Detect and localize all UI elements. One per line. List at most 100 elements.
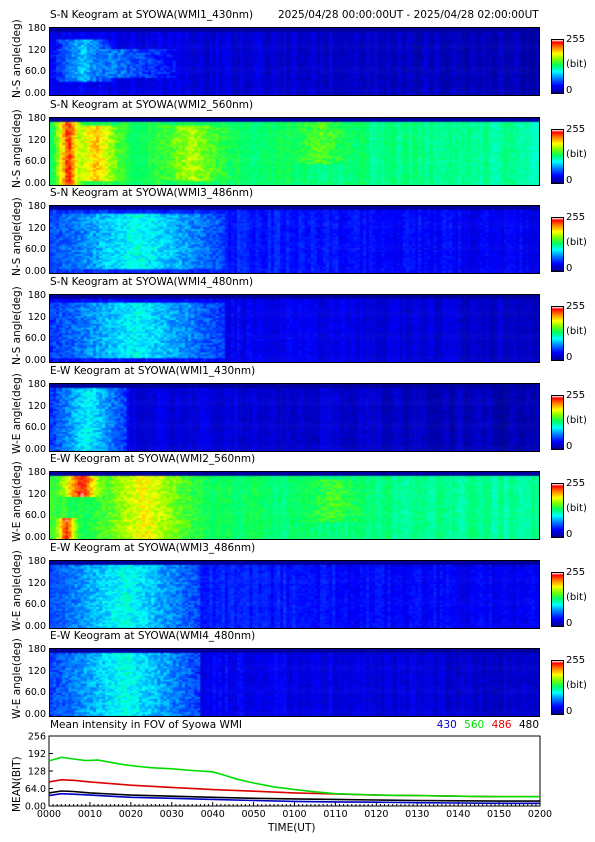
xtick-label: 0110 xyxy=(323,809,347,820)
ytick-label: 256 xyxy=(28,732,46,743)
ytick-label: 64.0 xyxy=(25,784,46,795)
colorbar-max-label: 255 xyxy=(566,212,586,223)
xtick-label: 0200 xyxy=(528,809,552,820)
legend-430: 430 xyxy=(436,719,457,731)
keogram-ytick: 60.0 xyxy=(24,244,46,256)
keogram-ytick: 120 xyxy=(27,488,46,500)
keogram-plot xyxy=(49,27,540,96)
colorbar-unit-label: (bit) xyxy=(566,149,587,160)
colorbar-min-label: 0 xyxy=(566,706,573,717)
keogram-image xyxy=(50,295,539,362)
colorbar-max-label: 255 xyxy=(566,478,586,489)
keogram-ytick: 60.0 xyxy=(24,687,46,699)
keogram-ytick: 120 xyxy=(27,577,46,589)
keogram-ytick: 60.0 xyxy=(24,66,46,78)
line-chart-title: Mean intensity in FOV of Syowa WMI xyxy=(50,719,243,731)
ytick-label: 0.00 xyxy=(25,802,46,813)
keogram-ytick: 0.00 xyxy=(24,178,46,189)
ytick-label: 128 xyxy=(28,767,46,778)
series-line-486 xyxy=(48,778,540,798)
line-chart-frame xyxy=(48,735,541,807)
time-range-label: 2025/04/28 00:00:00UT - 2025/04/28 02:00… xyxy=(278,9,539,21)
colorbar xyxy=(551,39,564,94)
keogram-plot xyxy=(49,471,540,540)
colorbar-unit-label: (bit) xyxy=(566,326,587,337)
keogram-ytick: 0.00 xyxy=(24,444,46,455)
keogram-plot xyxy=(49,117,540,186)
keogram-ytick: 180 xyxy=(27,201,46,212)
colorbar-max-label: 255 xyxy=(566,567,586,578)
colorbar-unit-label: (bit) xyxy=(566,59,587,70)
colorbar-min-label: 0 xyxy=(566,263,573,274)
colorbar-unit-label: (bit) xyxy=(566,237,587,248)
keogram-title: S-N Keogram at SYOWA(WMI4_480nm) xyxy=(50,276,254,288)
keogram-image xyxy=(50,384,539,451)
colorbar-max-label: 255 xyxy=(566,34,586,45)
keogram-title: E-W Keogram at SYOWA(WMI3_486nm) xyxy=(50,542,256,554)
keogram-plot xyxy=(49,560,540,629)
xtick-label: 0050 xyxy=(241,809,265,820)
keogram-ytick: 0.00 xyxy=(24,266,46,277)
colorbar xyxy=(551,395,564,450)
line-chart-xlabel: TIME(UT) xyxy=(268,822,316,834)
xtick-label: 0100 xyxy=(282,809,306,820)
keogram-plot xyxy=(49,294,540,363)
colorbar xyxy=(551,129,564,184)
colorbar-min-label: 0 xyxy=(566,529,573,540)
keogram-plot xyxy=(49,648,540,717)
keogram-ytick: 0.00 xyxy=(24,88,46,99)
keogram-image xyxy=(50,28,539,95)
keogram-ytick: 180 xyxy=(27,290,46,301)
colorbar xyxy=(551,217,564,272)
keogram-ytick: 120 xyxy=(27,134,46,146)
ytick-label: 192 xyxy=(28,749,46,760)
keogram-title: E-W Keogram at SYOWA(WMI1_430nm) xyxy=(50,365,256,377)
colorbar-min-label: 0 xyxy=(566,85,573,96)
keogram-ytick: 120 xyxy=(27,44,46,56)
colorbar xyxy=(551,572,564,627)
xtick-label: 0010 xyxy=(78,809,102,820)
keogram-ytick: 180 xyxy=(27,556,46,567)
xtick-label: 0120 xyxy=(364,809,388,820)
colorbar-max-label: 255 xyxy=(566,301,586,312)
colorbar-min-label: 0 xyxy=(566,618,573,629)
colorbar-max-label: 255 xyxy=(566,655,586,666)
keogram-ytick: 180 xyxy=(27,644,46,655)
xtick-label: 0020 xyxy=(119,809,143,820)
keogram-title: S-N Keogram at SYOWA(WMI2_560nm) xyxy=(50,99,254,111)
keogram-image xyxy=(50,118,539,185)
series-line-560 xyxy=(48,756,540,798)
colorbar-max-label: 255 xyxy=(566,124,586,135)
keogram-ytick: 180 xyxy=(27,113,46,124)
legend-480: 480 xyxy=(518,719,539,731)
series-line-430 xyxy=(48,792,540,805)
keogram-ytick: 0.00 xyxy=(24,355,46,366)
keogram-ytick: 0.00 xyxy=(24,709,46,720)
keogram-plot xyxy=(49,383,540,452)
line-chart-ylabel: MEAN(BIT) xyxy=(11,756,23,812)
keogram-ytick: 60.0 xyxy=(24,333,46,345)
keogram-image xyxy=(50,472,539,539)
keogram-plot xyxy=(49,205,540,274)
colorbar-unit-label: (bit) xyxy=(566,503,587,514)
keogram-ytick: 120 xyxy=(27,222,46,234)
keogram-image xyxy=(50,649,539,716)
colorbar xyxy=(551,306,564,361)
keogram-ytick: 180 xyxy=(27,23,46,34)
colorbar-min-label: 0 xyxy=(566,352,573,363)
keogram-ytick: 120 xyxy=(27,311,46,323)
keogram-ytick: 180 xyxy=(27,467,46,478)
colorbar-unit-label: (bit) xyxy=(566,592,587,603)
keogram-ytick: 60.0 xyxy=(24,599,46,611)
keogram-ytick: 0.00 xyxy=(24,621,46,632)
xtick-label: 0150 xyxy=(487,809,511,820)
keogram-ytick: 120 xyxy=(27,665,46,677)
xtick-label: 0000 xyxy=(37,809,61,820)
keogram-title: S-N Keogram at SYOWA(WMI3_486nm) xyxy=(50,187,254,199)
keogram-image xyxy=(50,561,539,628)
keogram-ytick: 120 xyxy=(27,400,46,412)
colorbar-min-label: 0 xyxy=(566,441,573,452)
xtick-label: 0130 xyxy=(405,809,429,820)
legend-486: 486 xyxy=(491,719,512,731)
keogram-ytick: 0.00 xyxy=(24,532,46,543)
